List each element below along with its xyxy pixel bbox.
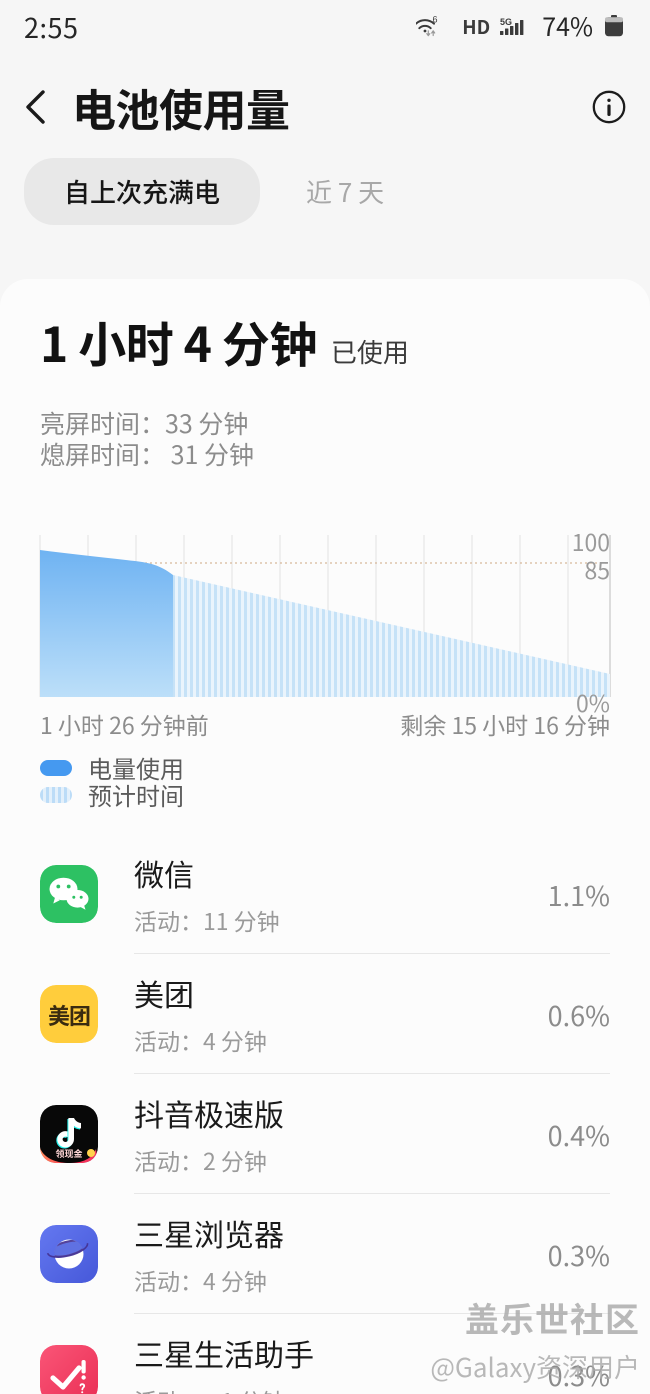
svg-text:美团: 美团 bbox=[48, 999, 90, 1031]
svg-text:6: 6 bbox=[433, 15, 438, 25]
svg-text:领现金: 领现金 bbox=[55, 1147, 82, 1160]
svg-text:5G: 5G bbox=[500, 17, 512, 27]
